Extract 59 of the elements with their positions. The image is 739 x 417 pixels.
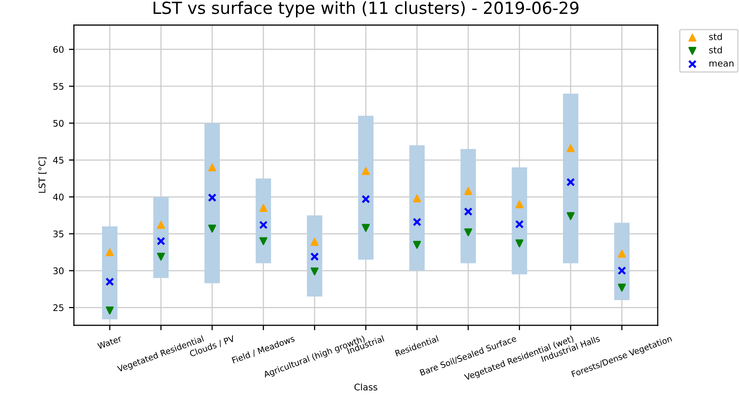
point <box>566 144 575 152</box>
bar <box>460 148 476 264</box>
y-axis-title: LST [°C] <box>38 157 46 193</box>
point <box>259 237 268 246</box>
bar <box>204 123 220 284</box>
point <box>310 267 319 276</box>
point <box>566 212 575 220</box>
y-tick-label: 30 <box>53 267 64 274</box>
point <box>157 220 165 229</box>
point <box>515 200 524 208</box>
point <box>156 236 166 246</box>
bar <box>256 178 272 264</box>
legend-label: std <box>709 46 722 54</box>
point <box>464 187 472 195</box>
point <box>208 193 216 202</box>
point <box>310 252 319 261</box>
bar <box>153 196 169 278</box>
legend-label: mean <box>709 61 734 67</box>
y-tick-label: 25 <box>53 304 64 312</box>
point <box>464 207 473 216</box>
point <box>618 284 626 292</box>
bar <box>512 167 528 274</box>
x-axis-title: Class <box>354 383 378 390</box>
point <box>362 224 370 232</box>
point <box>259 204 268 212</box>
legend-label: std <box>709 33 722 40</box>
point <box>106 248 114 256</box>
y-tick-label: 50 <box>53 120 64 127</box>
bar <box>306 215 322 296</box>
bar <box>614 222 630 300</box>
y-tick-label: 40 <box>53 194 64 200</box>
bar <box>409 145 425 271</box>
point <box>566 178 575 186</box>
point <box>618 266 626 275</box>
point <box>413 240 421 249</box>
point <box>515 239 524 248</box>
point <box>413 194 421 202</box>
bar <box>102 226 118 320</box>
point <box>310 238 319 246</box>
y-tick-label: 45 <box>53 156 64 164</box>
point <box>208 163 216 172</box>
point <box>106 306 114 314</box>
y-tick-label: 60 <box>53 46 64 53</box>
point <box>362 194 370 204</box>
point <box>208 224 216 233</box>
x-tick-label: Water <box>97 335 122 350</box>
point <box>105 277 114 286</box>
point <box>618 250 626 258</box>
point <box>412 218 422 226</box>
point <box>464 228 472 236</box>
y-tick-label: 35 <box>53 230 64 238</box>
bar <box>358 116 374 260</box>
point <box>259 220 268 230</box>
point <box>157 252 165 261</box>
y-tick-label: 55 <box>53 83 64 90</box>
chart-title: LST vs surface type with (11 clusters) - 2019-06-29 <box>154 1 578 18</box>
point <box>362 167 370 176</box>
point <box>515 220 524 228</box>
bar <box>562 94 578 264</box>
